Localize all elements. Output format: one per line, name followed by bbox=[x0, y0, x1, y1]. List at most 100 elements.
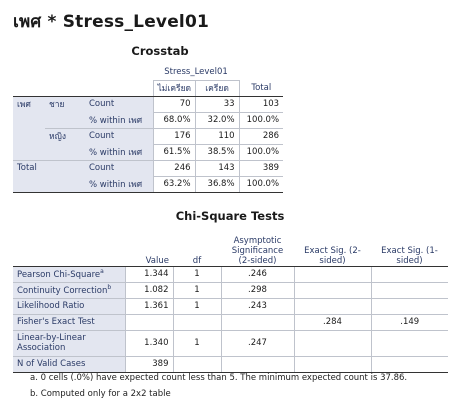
table-cell: .284 bbox=[293, 314, 371, 331]
table-cell bbox=[293, 298, 371, 315]
table-cell: 61.5% bbox=[152, 144, 196, 161]
table-cell: 143 bbox=[194, 160, 240, 177]
crosstab-row: เพศ ชาย Count 70 33 103 bbox=[13, 96, 284, 113]
group-header: Stress_Level01 bbox=[153, 64, 240, 81]
table-cell: 33 bbox=[194, 96, 240, 113]
col-header: df bbox=[173, 226, 221, 267]
table-cell: 70 bbox=[152, 96, 196, 113]
table-cell: 246 bbox=[152, 160, 196, 177]
row-subgroup-label bbox=[45, 159, 85, 176]
table-cell: 36.8% bbox=[194, 176, 240, 193]
row-stat-label: % within เพศ bbox=[85, 144, 154, 160]
table-cell bbox=[293, 282, 371, 299]
row-stat-label: Count bbox=[85, 96, 154, 112]
table-cell: 1 bbox=[172, 330, 221, 357]
row-group-label: Total bbox=[13, 159, 45, 176]
footnote: b. Computed only for a 2x2 table bbox=[30, 389, 171, 399]
row-label-text: N of Valid Cases bbox=[17, 359, 86, 369]
table-cell: 1.361 bbox=[124, 298, 173, 315]
table-cell: 1 bbox=[172, 282, 221, 299]
row-label: N of Valid Cases bbox=[13, 356, 126, 373]
row-label-text: Pearson Chi-Square bbox=[17, 269, 101, 280]
table-cell: 103 bbox=[238, 96, 284, 113]
table-cell: 1.344 bbox=[124, 266, 173, 283]
chi-row: Fisher's Exact Test .284.149 bbox=[13, 314, 448, 331]
table-cell bbox=[370, 282, 448, 299]
table-cell bbox=[370, 298, 448, 315]
table-cell: 38.5% bbox=[194, 144, 240, 161]
table-cell: 68.0% bbox=[152, 112, 196, 129]
footnote-marker: b bbox=[107, 284, 112, 292]
row-label: Linear-by-Linear Association bbox=[13, 330, 126, 357]
table-cell bbox=[220, 356, 294, 373]
row-subgroup-label: หญิง bbox=[45, 127, 85, 144]
row-subgroup-label: ชาย bbox=[45, 96, 85, 112]
crosstab-row: % within เพศ 68.0% 32.0% 100.0% bbox=[13, 112, 284, 129]
row-label: Continuity Correctionb bbox=[13, 282, 126, 299]
crosstab-table: Stress_Level01 ไม่เครียด เครียด Total เพ… bbox=[13, 64, 284, 193]
table-cell: 286 bbox=[238, 128, 284, 145]
col-header: Asymptotic Significance (2-sided) bbox=[221, 226, 294, 267]
table-cell bbox=[124, 314, 173, 331]
row-label-text: Fisher's Exact Test bbox=[17, 317, 95, 327]
row-stat-label: % within เพศ bbox=[85, 176, 154, 193]
page-title: เพศ * Stress_Level01 bbox=[13, 12, 210, 32]
row-label-text: Continuity Correction bbox=[17, 285, 108, 296]
row-subgroup-label bbox=[45, 176, 85, 193]
table-cell: .246 bbox=[220, 266, 294, 283]
row-group-label bbox=[13, 112, 45, 128]
table-cell: .149 bbox=[370, 314, 448, 331]
row-label: Fisher's Exact Test bbox=[13, 314, 126, 331]
table-cell: 32.0% bbox=[194, 112, 240, 129]
row-label: Likelihood Ratio bbox=[13, 298, 126, 315]
crosstab-header-row-2: ไม่เครียด เครียด Total bbox=[13, 80, 284, 97]
table-cell bbox=[293, 356, 371, 373]
table-cell: 1 bbox=[172, 298, 221, 315]
table-cell: 1 bbox=[172, 266, 221, 283]
crosstab-row: Total Count 246 143 389 bbox=[13, 159, 284, 177]
table-cell bbox=[370, 330, 448, 357]
table-cell: 100.0% bbox=[238, 144, 284, 161]
chi-square-caption: Chi-Square Tests bbox=[175, 209, 285, 223]
chi-row: Linear-by-Linear Association 1.340 1.247 bbox=[13, 330, 448, 357]
chi-row: N of Valid Cases 389 bbox=[13, 356, 448, 373]
chi-row: Pearson Chi-Squarea 1.344 1.246 bbox=[13, 266, 448, 283]
row-stat-label: Count bbox=[85, 159, 154, 176]
col-header: เครียด bbox=[194, 80, 240, 97]
table-cell: .243 bbox=[220, 298, 294, 315]
row-stat-label: % within เพศ bbox=[85, 112, 154, 128]
table-cell: 389 bbox=[124, 356, 173, 373]
chi-header-row: Value df Asymptotic Significance (2-side… bbox=[13, 226, 448, 267]
row-subgroup-label bbox=[45, 144, 85, 160]
col-header: Total bbox=[238, 80, 284, 97]
col-header: Exact Sig. (1-sided) bbox=[371, 226, 448, 267]
col-header: Value bbox=[125, 226, 173, 267]
row-subgroup-label bbox=[45, 112, 85, 128]
footnote: a. 0 cells (.0%) have expected count les… bbox=[30, 373, 408, 383]
table-cell bbox=[220, 314, 294, 331]
table-cell: 100.0% bbox=[238, 176, 284, 193]
row-group-label bbox=[13, 144, 45, 160]
table-cell bbox=[172, 314, 221, 331]
table-cell: 1.340 bbox=[124, 330, 173, 357]
crosstab-caption: Crosstab bbox=[131, 44, 189, 58]
table-cell: 110 bbox=[194, 128, 240, 145]
row-label: Pearson Chi-Squarea bbox=[13, 266, 126, 283]
chi-row: Likelihood Ratio 1.361 1.243 bbox=[13, 298, 448, 315]
table-cell bbox=[293, 330, 371, 357]
table-cell bbox=[370, 266, 448, 283]
footnote-marker: a bbox=[100, 268, 104, 276]
table-cell: 389 bbox=[238, 160, 284, 177]
table-cell: 1.082 bbox=[124, 282, 173, 299]
crosstab-row: หญิง Count 176 110 286 bbox=[13, 127, 284, 145]
chi-row: Continuity Correctionb 1.082 1.298 bbox=[13, 282, 448, 299]
table-cell: 176 bbox=[152, 128, 196, 145]
row-group-label bbox=[13, 128, 45, 144]
table-cell: .247 bbox=[220, 330, 294, 357]
row-stat-label: Count bbox=[85, 127, 154, 144]
col-header: ไม่เครียด bbox=[152, 80, 196, 97]
row-group-label bbox=[13, 176, 45, 193]
col-header: Exact Sig. (2-sided) bbox=[294, 226, 371, 267]
chi-square-table: Value df Asymptotic Significance (2-side… bbox=[13, 226, 448, 373]
table-cell bbox=[293, 266, 371, 283]
